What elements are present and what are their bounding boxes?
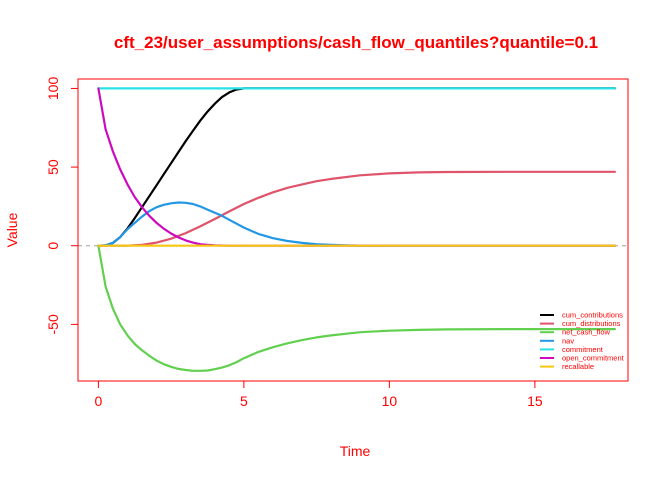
- x-tick-label: 15: [527, 393, 543, 409]
- legend-label: net_cash_flow: [562, 328, 611, 337]
- series-line-cum-contributions: [97, 87, 617, 247]
- y-tick-label: 50: [45, 159, 61, 175]
- chart-title: cft_23/user_assumptions/cash_flow_quanti…: [114, 33, 598, 52]
- y-tick-label: 100: [45, 77, 61, 101]
- x-axis-label: Time: [340, 443, 371, 459]
- legend-label: cum_contributions: [562, 311, 623, 320]
- series-line-nav: [97, 201, 617, 247]
- series-line-cum-distributions: [97, 170, 617, 247]
- series-line-net-cash-flow: [97, 244, 617, 372]
- x-tick-label: 0: [94, 393, 102, 409]
- x-tick-label: 10: [382, 393, 398, 409]
- y-axis: -50 0 50 100: [45, 77, 79, 334]
- y-tick-label: 0: [45, 242, 61, 250]
- legend-label: open_commitment: [562, 354, 625, 363]
- y-axis-label: Value: [4, 212, 20, 247]
- legend: cum_contributionscum_distributionsnet_ca…: [540, 311, 625, 371]
- y-tick-label: -50: [45, 314, 61, 334]
- legend-label: nav: [562, 336, 574, 345]
- series-line-open-commitment: [97, 87, 617, 247]
- legend-label: cum_distributions: [562, 319, 621, 328]
- plot-frame: [77, 78, 629, 382]
- x-tick-label: 5: [240, 393, 248, 409]
- plot-area: [78, 87, 628, 372]
- legend-label: commitment: [562, 345, 604, 354]
- legend-label: recallable: [562, 362, 594, 371]
- x-axis: 0 5 10 15: [94, 380, 543, 409]
